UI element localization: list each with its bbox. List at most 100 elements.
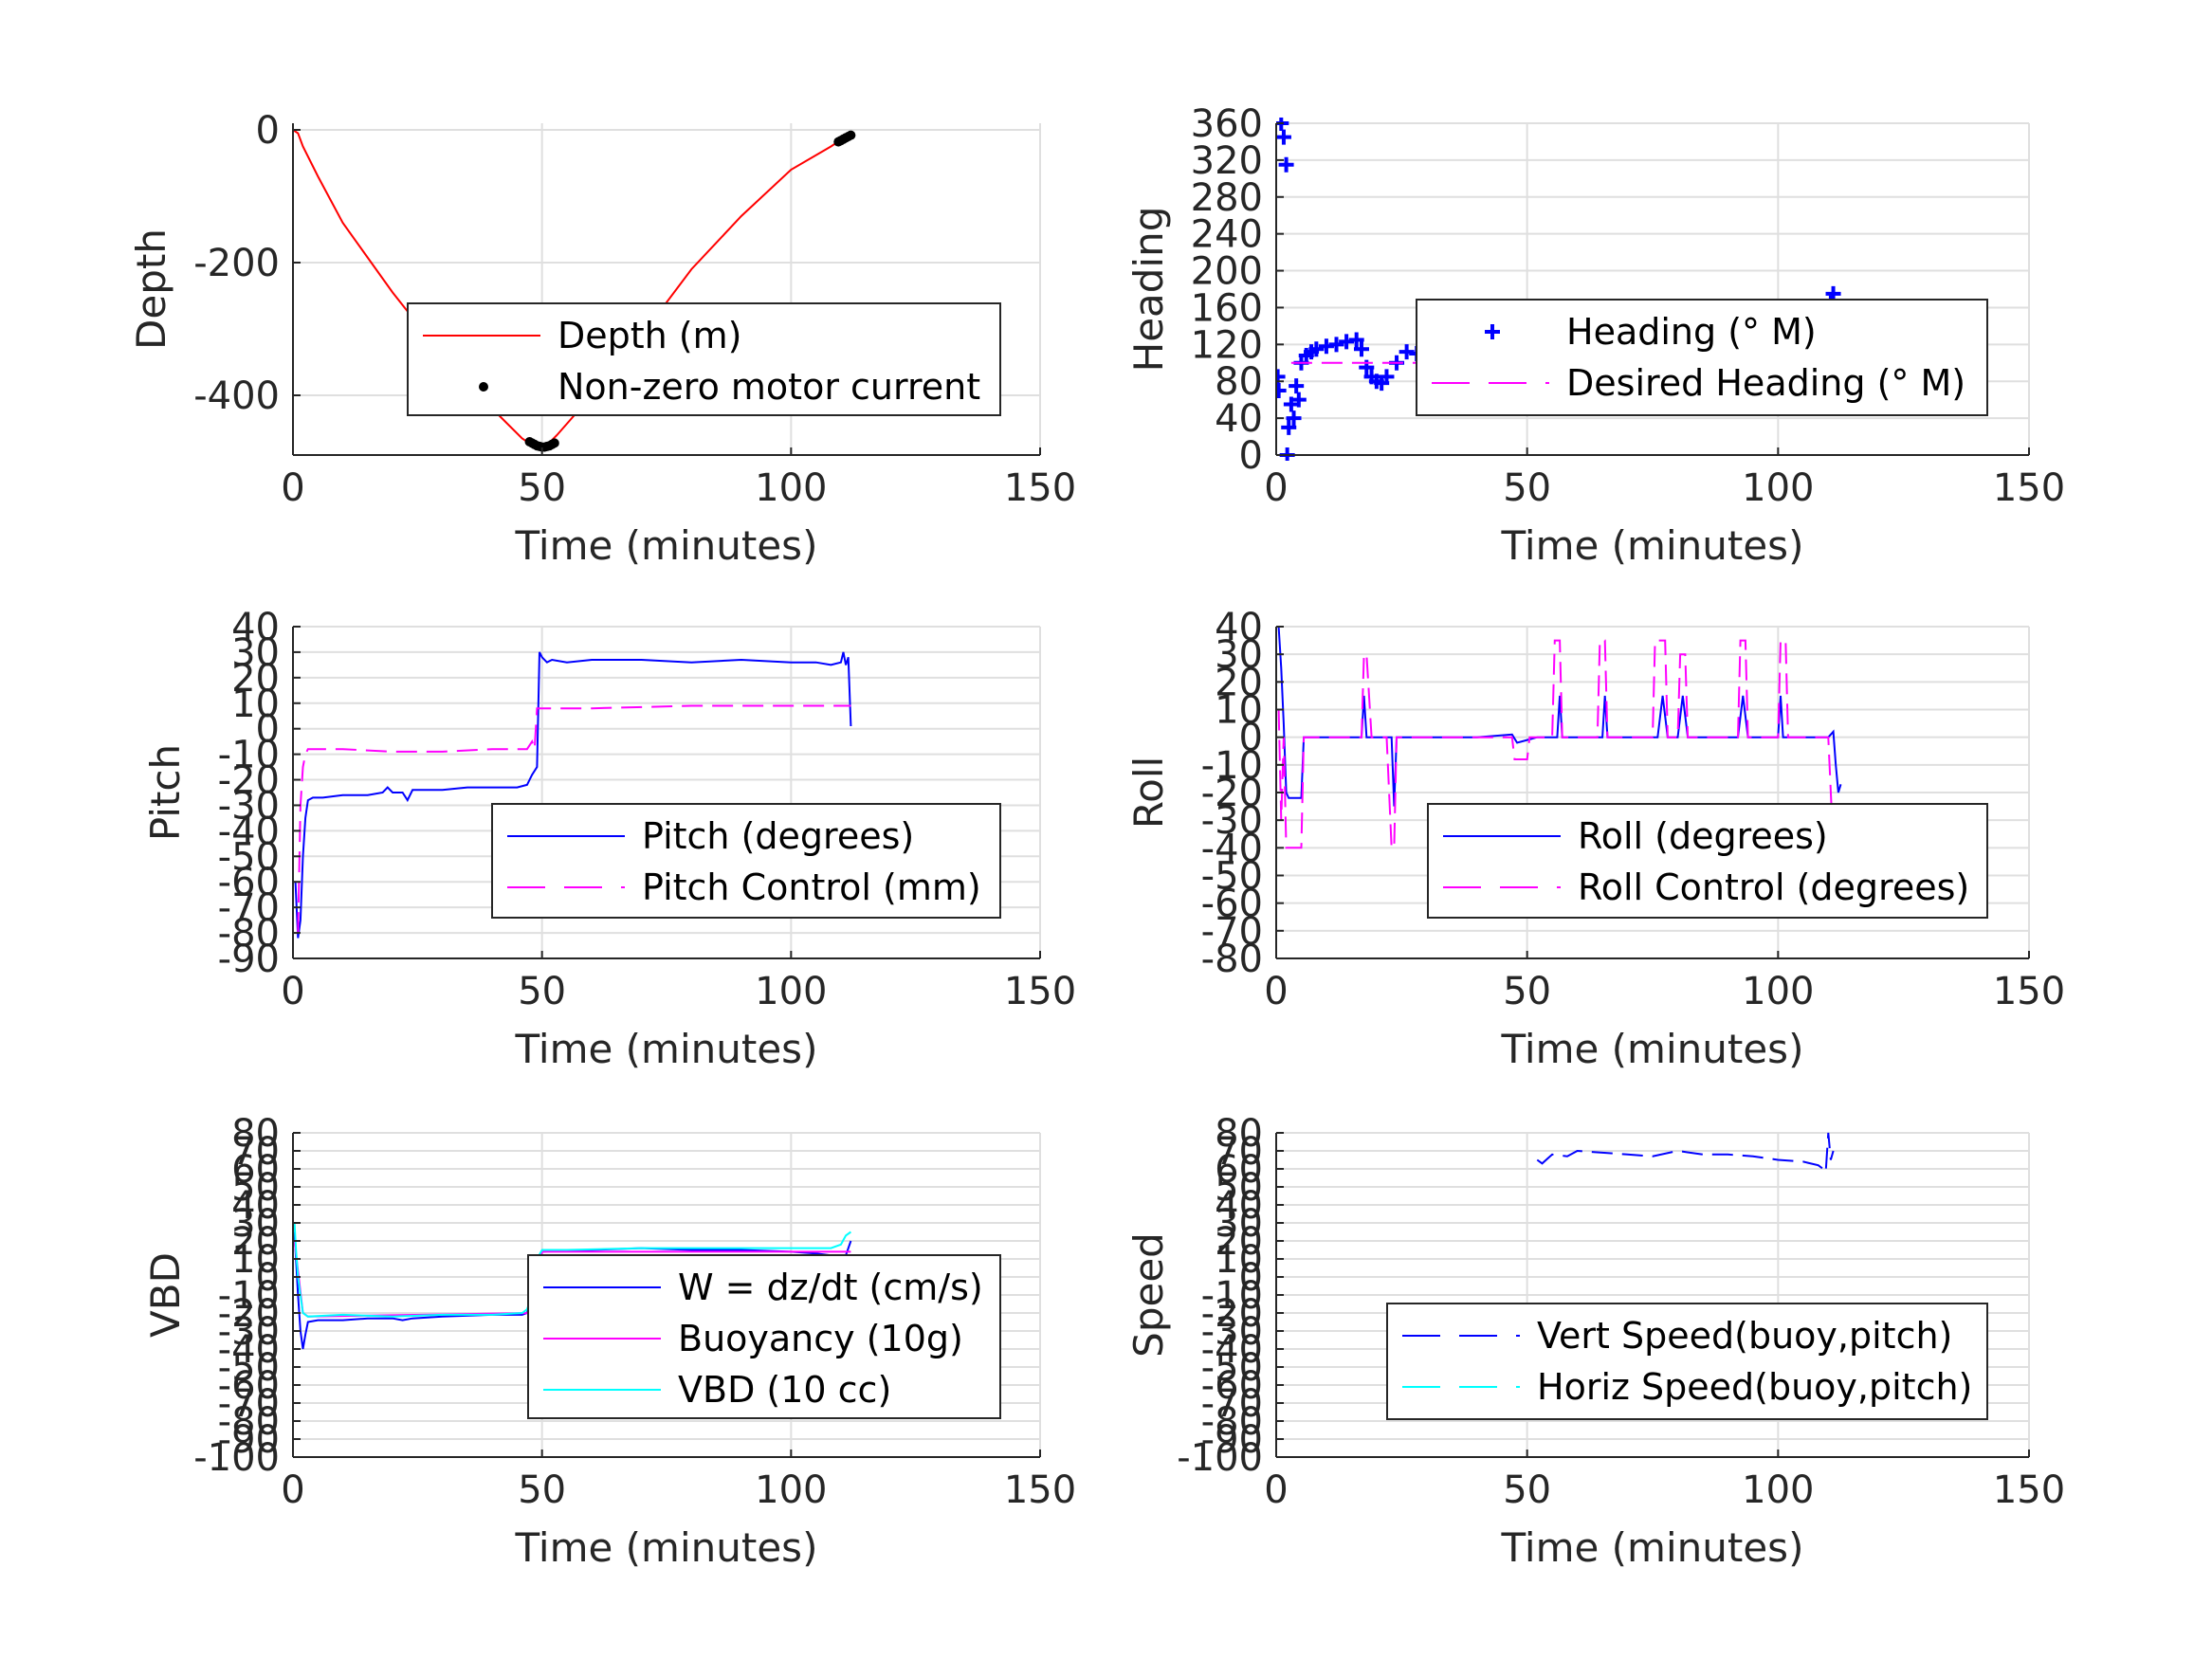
y-tick-label: -70 bbox=[1201, 1382, 1263, 1426]
y-tick-label: -30 bbox=[1201, 799, 1263, 843]
y-tick-label: -40 bbox=[1201, 827, 1263, 870]
y-tick-label: -10 bbox=[1201, 744, 1263, 788]
legend-label: Horiz Speed(buoy,pitch) bbox=[1537, 1366, 1972, 1408]
x-tick-label: 100 bbox=[755, 1468, 827, 1512]
series-line-1 bbox=[293, 1231, 852, 1350]
x-tick-label: 0 bbox=[281, 1468, 304, 1512]
y-tick-label: 30 bbox=[1215, 1202, 1263, 1246]
legend-box bbox=[1427, 803, 1988, 919]
x-axis-label: Time (minutes) bbox=[515, 1524, 818, 1571]
data-point bbox=[1353, 341, 1369, 357]
legend-marker bbox=[479, 382, 488, 392]
legend-box bbox=[407, 302, 1001, 416]
y-tick-label: -200 bbox=[193, 242, 280, 285]
legend-label: Non-zero motor current bbox=[558, 366, 980, 408]
y-tick-label: -50 bbox=[1201, 855, 1263, 899]
x-tick-label: 100 bbox=[1742, 466, 1814, 510]
y-tick-label: -10 bbox=[218, 1274, 280, 1318]
legend: Pitch (degrees) Pitch Control (mm) bbox=[491, 803, 1001, 919]
y-tick-label: -60 bbox=[218, 1364, 280, 1408]
y-tick-label: 360 bbox=[1191, 102, 1263, 146]
y-tick-label: 80 bbox=[1215, 1112, 1263, 1156]
x-tick-label: 100 bbox=[755, 466, 827, 510]
legend-label: Vert Speed(buoy,pitch) bbox=[1537, 1315, 1952, 1357]
y-tick-label: 0 bbox=[256, 109, 280, 153]
x-tick-label: 0 bbox=[281, 466, 304, 510]
y-tick-label: 0 bbox=[1239, 434, 1263, 478]
y-tick-label: -90 bbox=[218, 938, 280, 981]
y-axis-label: VBD bbox=[142, 1252, 189, 1338]
x-tick-label: 150 bbox=[1004, 1468, 1076, 1512]
chart-panel-1: 0 50 100 150 0 -200 -400 Time (minutes) Depth Dep… bbox=[128, 109, 1076, 569]
x-tick-label: 50 bbox=[1503, 466, 1551, 510]
data-point bbox=[1281, 419, 1297, 435]
y-tick-label: -100 bbox=[1177, 1436, 1263, 1480]
legend: Heading (° M) Desired Heading (° M) bbox=[1416, 299, 1988, 416]
y-tick-label: 40 bbox=[231, 606, 280, 649]
y-tick-label: 10 bbox=[1215, 689, 1263, 733]
legend-label: W = dz/dt (cm/s) bbox=[678, 1267, 983, 1308]
legend-label: Heading (° M) bbox=[1566, 311, 1817, 353]
legend-label: Desired Heading (° M) bbox=[1566, 362, 1965, 404]
legend-label: VBD (10 cc) bbox=[678, 1369, 891, 1411]
x-tick-label: 0 bbox=[1264, 466, 1288, 510]
legend: W = dz/dt (cm/s) Buoyancy (10g) VBD (10 cc… bbox=[527, 1254, 1001, 1419]
x-tick-label: 150 bbox=[1004, 466, 1076, 510]
y-tick-label: -80 bbox=[218, 912, 280, 956]
data-point bbox=[1278, 156, 1294, 173]
x-tick-label: 150 bbox=[1993, 1468, 2065, 1512]
y-tick-label: 40 bbox=[1215, 1184, 1263, 1228]
y-tick-label: 20 bbox=[1215, 661, 1263, 704]
y-tick-label: 20 bbox=[1215, 1220, 1263, 1264]
legend-label: Buoyancy (10g) bbox=[678, 1318, 963, 1359]
y-tick-label: 40 bbox=[231, 1184, 280, 1228]
legend-label: Depth (m) bbox=[558, 315, 742, 356]
y-tick-label: 240 bbox=[1191, 213, 1263, 257]
y-axis-label: Heading bbox=[1125, 207, 1172, 373]
y-tick-label: -60 bbox=[218, 861, 280, 904]
series-line-2 bbox=[1277, 639, 1838, 849]
data-point bbox=[1348, 332, 1364, 348]
data-point bbox=[846, 130, 856, 140]
y-tick-label: -90 bbox=[218, 1418, 280, 1462]
y-tick-label: 200 bbox=[1191, 250, 1263, 294]
data-point bbox=[1328, 337, 1344, 353]
series-group bbox=[1277, 626, 1842, 849]
legend-label: Roll Control (degrees) bbox=[1578, 866, 1969, 908]
y-tick-label: -10 bbox=[1201, 1274, 1263, 1318]
y-tick-label: 40 bbox=[1215, 606, 1263, 649]
y-tick-label: 10 bbox=[1215, 1238, 1263, 1282]
y-tick-label: 0 bbox=[256, 1256, 280, 1300]
y-tick-label: 50 bbox=[1215, 1166, 1263, 1210]
x-tick-label: 100 bbox=[1742, 970, 1814, 1013]
y-tick-label: 280 bbox=[1191, 176, 1263, 220]
y-tick-label: 20 bbox=[231, 657, 280, 701]
data-point bbox=[1276, 382, 1287, 398]
series-line-1 bbox=[294, 651, 852, 939]
legend-label: Roll (degrees) bbox=[1578, 815, 1828, 857]
y-tick-label: 0 bbox=[256, 708, 280, 752]
y-tick-label: 30 bbox=[231, 631, 280, 675]
legend-box bbox=[1416, 299, 1988, 416]
y-tick-label: -80 bbox=[1201, 938, 1263, 981]
chart-panel-6: 0 50 100 15080706050403020100-10-20-30-40-5… bbox=[1125, 1112, 2065, 1571]
legend-box bbox=[1386, 1303, 1988, 1420]
y-tick-label: 30 bbox=[1215, 633, 1263, 677]
y-tick-label: -30 bbox=[218, 1310, 280, 1354]
data-point bbox=[1379, 369, 1395, 385]
x-axis-label: Time (minutes) bbox=[1501, 1524, 1804, 1571]
x-tick-label: 0 bbox=[1264, 1468, 1288, 1512]
y-tick-label: -10 bbox=[218, 734, 280, 777]
series-line-1 bbox=[1536, 1132, 1835, 1176]
y-tick-label: 0 bbox=[1239, 1256, 1263, 1300]
series-group bbox=[1536, 1132, 1835, 1176]
y-tick-label: -50 bbox=[218, 1346, 280, 1390]
series-line-2 bbox=[297, 704, 851, 934]
legend: Roll (degrees) Roll Control (degrees) bbox=[1427, 803, 1988, 919]
series-group bbox=[294, 651, 852, 939]
y-tick-label: 60 bbox=[1215, 1148, 1263, 1192]
x-tick-label: 0 bbox=[281, 970, 304, 1013]
y-tick-label: 10 bbox=[231, 683, 280, 726]
legend-marker bbox=[1485, 324, 1500, 339]
y-tick-label: -20 bbox=[218, 1292, 280, 1336]
